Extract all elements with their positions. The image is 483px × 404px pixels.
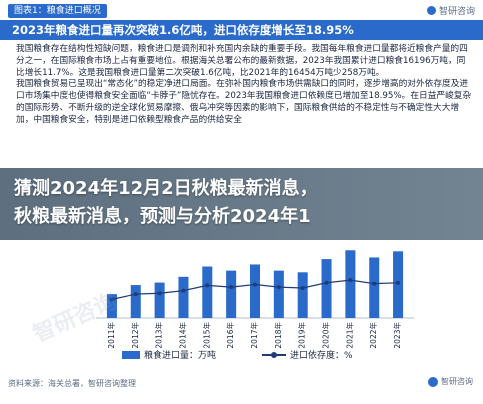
x-tick-label: 2015年 (201, 322, 211, 349)
source-note: 资料来源：海关总署，智研咨询整理 (8, 379, 136, 388)
legend-line-label: 进口依存度：% (290, 351, 353, 361)
x-tick-label: 2022年 (368, 322, 378, 349)
bar-2014年 (178, 276, 189, 318)
bar-2018年 (273, 270, 284, 318)
bar-2013年 (154, 282, 165, 318)
line-point-2013年 (157, 291, 162, 296)
bar-2017年 (249, 264, 261, 318)
footer-logo-icon (428, 376, 438, 387)
paragraph-1: 我国粮食存在结构性短缺问题，粮食进口是调剂和补充国内余缺的重要手段。我国每年粮食… (16, 44, 468, 78)
x-tick-label: 2014年 (177, 322, 187, 349)
x-tick-label: 2016年 (225, 322, 235, 349)
brand-logo-icon (426, 6, 436, 15)
bar-2022年 (369, 257, 380, 318)
line-point-2020年 (324, 280, 329, 285)
headline: 2023年粮食进口量再次突破1.6亿吨，进口依存度增长至18.95% (0, 20, 483, 40)
chart-legend: 粮食进口量：万吨 进口依存度：% (0, 345, 483, 363)
x-tick-label: 2019年 (297, 322, 307, 349)
bar-2021年 (345, 250, 356, 318)
line-point-2014年 (181, 288, 186, 293)
brand: 智研咨询 (426, 4, 475, 17)
x-tick-label: 2023年 (392, 322, 402, 349)
footer-logo: 智研咨询 (428, 376, 473, 387)
bar-2020年 (321, 259, 332, 318)
line-point-2022年 (372, 281, 377, 286)
line-point-2011年 (109, 297, 114, 302)
legend-bar-label: 粮食进口量：万吨 (144, 351, 217, 361)
x-tick-label: 2013年 (154, 322, 164, 349)
x-tick-label: 2011年 (106, 322, 116, 349)
legend-line-swatch (262, 351, 286, 358)
line-point-2023年 (396, 280, 401, 285)
overlay-title-line-1: 猜测2024年12月2日秋粮最新消息， (14, 178, 318, 199)
overlay-title-line-2: 秋粮最新消息，预测与分析2024年1 (14, 206, 311, 227)
line-point-2015年 (205, 283, 210, 288)
brand-name: 智研咨询 (438, 7, 475, 17)
line-point-2017年 (253, 282, 257, 287)
line-point-2019年 (300, 286, 305, 290)
body-text: 我国粮食存在结构性短缺问题，粮食进口是调剂和补充国内余缺的重要手段。我国每年粮食… (16, 44, 474, 127)
x-tick-label: 2012年 (130, 322, 140, 349)
chart-area: 2011年 2012年 2013年 2014年 2015年 2016年 2017年 2018年… (0, 240, 483, 400)
bar-line-chart: 2011年 2012年 2013年 2014年 2015年 2016年 2017年 2018年… (96, 250, 414, 349)
x-tick-label: 2020年 (321, 322, 331, 349)
bar-2019年 (297, 272, 308, 318)
bar-2012年 (130, 285, 141, 318)
line-point-2018年 (276, 285, 281, 290)
bar-2016年 (226, 270, 237, 318)
bar-2011年 (106, 294, 117, 318)
title-overlay: 猜测2024年12月2日秋粮最新消息， 秋粮最新消息，预测与分析2024年1 (0, 168, 483, 240)
legend-item-bar: 粮食进口量：万吨 (122, 348, 216, 361)
section-badge: 图表1：粮食进口概况 (8, 4, 107, 18)
x-tick-label: 2018年 (273, 322, 283, 349)
line-point-2021年 (348, 278, 353, 283)
bar-2015年 (202, 266, 213, 318)
top-bar: 图表1：粮食进口概况 智研咨询 (0, 0, 483, 20)
legend-bar-swatch (122, 350, 140, 359)
legend-item-line: 进口依存度：% (262, 348, 353, 361)
footer-logo-text: 智研咨询 (441, 377, 473, 386)
line-point-2016年 (229, 285, 234, 290)
x-tick-label: 2017年 (249, 322, 259, 349)
x-tick-label: 2021年 (344, 322, 354, 349)
paragraph-2: 我国粮食贸易已呈现出“常态化”的稳定净进口局面。在弥补国内粮食市场供需缺口的同时… (16, 79, 472, 125)
line-point-2012年 (133, 292, 138, 297)
